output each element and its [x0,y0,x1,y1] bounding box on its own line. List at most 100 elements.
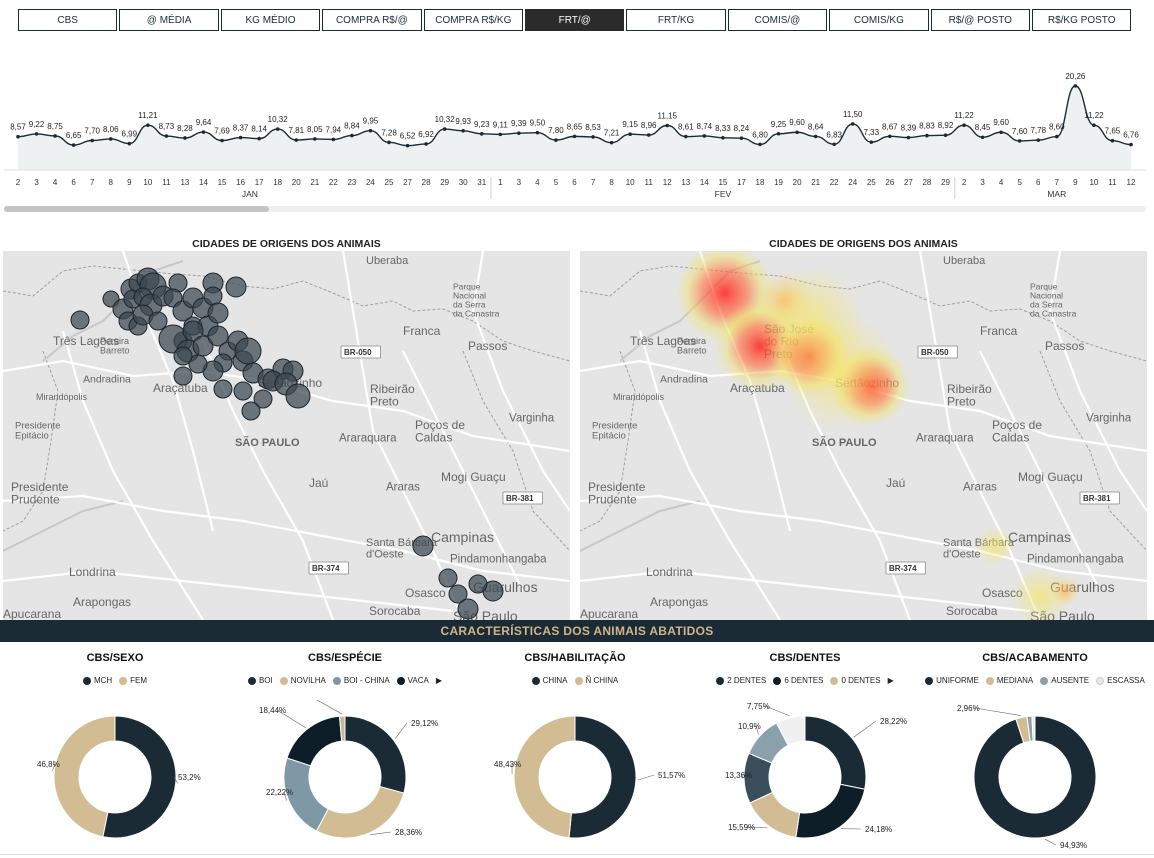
data-label: 7,28 [381,128,397,137]
legend-item[interactable]: 0 DENTES [830,676,881,685]
x-tick-label: 9 [127,178,132,187]
donut-chart: 29,12%28,36%22,22%18,44%1,44% [259,700,438,839]
line-point [1129,142,1133,147]
place-label: Varginha [1086,413,1132,425]
line-point [850,122,855,126]
legend-item[interactable]: BOI [247,676,273,685]
tab-compra-r[interactable]: COMPRA R$/@ [322,9,422,31]
tab-frt[interactable]: FRT/@ [525,9,625,31]
data-label: 7,69 [214,127,230,136]
x-tick-label: 22 [329,178,338,187]
origin-cities-bubble-map[interactable]: Uberaba Parque Nacional da Serra da Canastra… [3,251,570,620]
tab-m-dia[interactable]: @ MÉDIA [119,9,219,31]
tab-cbs[interactable]: CBS [18,9,118,31]
place-label: Ribeirão Preto [370,382,415,409]
origin-bubble [438,568,458,588]
place-label: Pereira Barreto [677,336,707,355]
place-label: Presidente Prudente [11,480,69,507]
data-label: 8,61 [678,123,694,132]
line-point [1036,138,1041,142]
road [580,569,1031,613]
data-label: 8,39 [901,124,917,133]
play-arrow-icon[interactable]: ▶ [887,676,894,685]
donut-chart: 94,93% 2,96% [957,704,1097,850]
tab-kg-m-dio[interactable]: KG MÉDIO [220,9,321,31]
x-tick-label: 7 [591,178,596,187]
place-label: Franca [980,324,1018,338]
chart-scrollbar-thumb[interactable] [4,206,269,212]
donut-chart: 53,2% 46,8% [37,715,201,839]
line-point [183,136,187,140]
heat-spot [755,266,865,376]
chart-scrollbar[interactable] [4,206,1146,212]
place-label: Ribeirão Preto [947,382,992,409]
slice-label: 2,96% [957,704,980,713]
line-point [127,141,132,146]
place-label: SÃO PAULO [235,436,300,449]
legend-item[interactable]: UNIFORME [925,676,979,685]
data-label: 8,28 [177,124,193,133]
legend-item[interactable]: Ñ CHINA [574,676,618,685]
place-label: Pereira Barreto [100,336,130,355]
road [1048,251,1147,512]
tab-comis[interactable]: COMIS/@ [727,9,828,31]
heat-spot [975,526,1015,566]
data-label: 8,92 [938,121,954,130]
place-label: Varginha [509,413,555,425]
legend-item[interactable]: 2 DENTES [716,676,766,685]
legend-item[interactable]: MEDIANA [985,676,1033,685]
place-label: Araçatuba [153,381,208,395]
tab-frt-kg[interactable]: FRT/KG [626,9,726,31]
origin-bubble [448,584,468,604]
x-tick-label: 4 [53,178,58,187]
data-label: 9,39 [511,119,527,128]
legend-item[interactable]: NOVILHA [279,676,326,685]
data-label: 9,23 [474,120,490,129]
line-point [869,140,874,144]
highway-label: BR-374 [312,564,340,573]
slice-label: 18,44% [259,706,286,715]
line-point [535,130,540,135]
data-label: 7,21 [604,129,620,138]
x-tick-label: 3 [34,178,39,187]
x-tick-label: 14 [700,178,709,187]
legend-swatch [531,676,540,685]
road [3,569,454,613]
tab-comis-kg[interactable]: COMIS/KG [829,9,929,31]
x-tick-label: 31 [477,178,486,187]
origin-bubble [188,354,208,374]
origin-cities-heat-map[interactable]: Uberaba Parque Nacional da Serra da Canastra… [580,251,1147,620]
slice-label: 10,9% [738,722,761,731]
tab-r-kg-posto[interactable]: R$/KG POSTO [1032,9,1132,31]
origin-bubble [207,325,229,347]
tab-compra-r-kg[interactable]: COMPRA R$/KG [423,9,523,31]
legend-item[interactable]: VACA [396,676,429,685]
data-label: 8,73 [159,122,175,131]
legend-item[interactable]: AUSENTE [1040,676,1089,685]
legend-item[interactable]: BOI - CHINA [332,676,390,685]
x-tick-label: 5 [554,178,559,187]
donut-slice [102,715,177,839]
legend-item[interactable]: CHINA [531,676,568,685]
line-point [90,138,94,143]
legend-item[interactable]: MCH [82,676,112,685]
donut-title: CBS/HABILITAÇÃO [524,652,626,664]
data-label: 8,83 [919,122,935,131]
tab-r-posto[interactable]: R$/@ POSTO [930,9,1030,31]
data-label: 6,83 [826,130,842,139]
leader-line [283,791,287,801]
legend-item[interactable]: 6 DENTES [773,676,823,685]
origin-bubble [148,311,168,331]
data-label: 9,60 [993,118,1009,127]
legend-item[interactable]: FEM [119,676,147,685]
play-arrow-icon[interactable]: ▶ [435,676,443,685]
highway-shield [502,491,543,505]
donut-slice [513,715,576,839]
slice-label: 15,59% [728,823,755,832]
donut-slice [973,715,1097,839]
highway-label: BR-374 [889,564,917,573]
legend-item[interactable]: ESCASSA [1096,676,1145,685]
leader-line [394,722,408,739]
data-label: 9,93 [455,117,471,126]
highway-label: BR-050 [344,348,372,357]
